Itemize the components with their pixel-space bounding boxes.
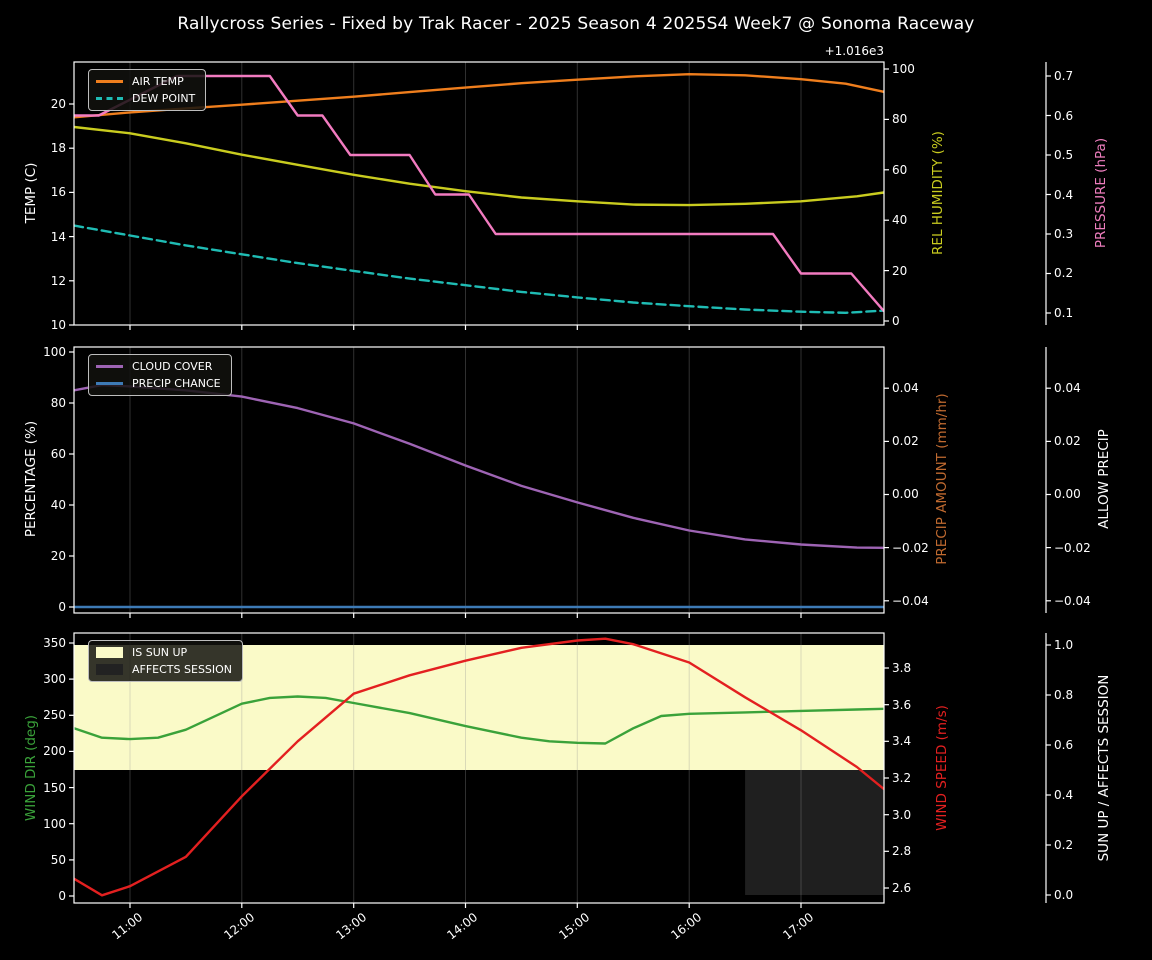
axis-title-sun-up: SUN UP / AFFECTS SESSION <box>1096 674 1112 862</box>
ytick-label: 0.04 <box>1054 381 1081 395</box>
sun-up-patch-swatch <box>96 647 123 658</box>
ytick-label: 0.1 <box>1054 306 1074 320</box>
ytick-label: 12 <box>50 274 66 288</box>
ytick-label: 60 <box>892 163 908 177</box>
ytick-label: 60 <box>50 447 66 461</box>
ytick-label: 100 <box>43 817 66 831</box>
ytick-label: 3.4 <box>892 734 912 748</box>
ytick-label: −0.02 <box>1054 541 1091 555</box>
axis-title-temp: TEMP (C) <box>23 162 39 224</box>
ytick-label: 0.04 <box>892 381 919 395</box>
series-air-temp <box>74 72 884 119</box>
ytick-label: 3.6 <box>892 698 912 712</box>
ytick-label: 100 <box>43 345 66 359</box>
ytick-label: 16 <box>50 185 66 199</box>
series-rel-humidity <box>74 125 884 207</box>
precip-chance-line-swatch <box>96 382 123 385</box>
ytick-label: 40 <box>50 498 66 512</box>
ytick-label: 250 <box>43 708 66 722</box>
legend-item-cloud-cover: CLOUD COVER <box>96 360 221 373</box>
ytick-label: 300 <box>43 672 66 686</box>
legend-item-dew-point: DEW POINT <box>96 92 195 105</box>
ytick-label: 80 <box>50 396 66 410</box>
band-affects-session <box>745 770 884 895</box>
axis-title-percentage: PERCENTAGE (%) <box>23 420 39 538</box>
ytick-label: 100 <box>892 62 915 76</box>
ytick-label: −0.04 <box>1054 594 1091 608</box>
ytick-label: 0 <box>58 889 66 903</box>
ytick-label: 18 <box>50 141 66 155</box>
ytick-label: 2.6 <box>892 881 912 895</box>
legend-item-affects-session: AFFECTS SESSION <box>96 663 232 676</box>
axis-title-wind-speed: WIND SPEED (m/s) <box>934 705 950 831</box>
legend-label: IS SUN UP <box>132 646 188 659</box>
legend-label: PRECIP CHANCE <box>132 377 221 390</box>
ytick-label: 2.8 <box>892 844 912 858</box>
chart-title: Rallycross Series - Fixed by Trak Racer … <box>177 14 975 34</box>
ytick-label: 0.7 <box>1054 69 1074 83</box>
ytick-label: 0.00 <box>892 487 919 501</box>
ytick-label: −0.02 <box>892 541 929 555</box>
ytick-label: 0.4 <box>1054 788 1074 802</box>
ytick-label: 14 <box>50 230 66 244</box>
ytick-label: 0.02 <box>892 434 919 448</box>
ytick-label: 0.4 <box>1054 188 1074 202</box>
legend-label: CLOUD COVER <box>132 360 213 373</box>
legend-label: DEW POINT <box>132 92 196 105</box>
ytick-label: 3.8 <box>892 661 912 675</box>
ytick-label: 0.6 <box>1054 738 1074 752</box>
ytick-label: 0.0 <box>1054 888 1074 902</box>
ytick-label: 40 <box>892 213 908 227</box>
legend-item-air-temp: AIR TEMP <box>96 75 195 88</box>
air-temp-line-swatch <box>96 80 123 83</box>
series-wind-dir <box>74 695 884 745</box>
ytick-label: 1.0 <box>1054 638 1074 652</box>
legend-label: AFFECTS SESSION <box>132 663 233 676</box>
ytick-label: 150 <box>43 781 66 795</box>
legend-item-is-sun-up: IS SUN UP <box>96 646 232 659</box>
ytick-label: 50 <box>50 853 66 867</box>
ytick-label: 350 <box>43 636 66 650</box>
panel-temperature-humidity-pressure <box>69 61 1051 330</box>
series-dew-point <box>74 224 884 314</box>
ytick-label: 0.00 <box>1054 487 1081 501</box>
legend-wind-panel: IS SUN UP AFFECTS SESSION <box>88 640 244 682</box>
ytick-label: 0.3 <box>1054 227 1074 241</box>
ytick-label: 0 <box>58 600 66 614</box>
axis-title-pressure: PRESSURE (hPa) <box>1093 137 1109 249</box>
cloud-cover-line-swatch <box>96 365 123 368</box>
ytick-label: 0 <box>892 314 900 328</box>
legend-cloud-panel: CLOUD COVER PRECIP CHANCE <box>88 354 232 396</box>
ytick-label: 10 <box>50 318 66 332</box>
ytick-label: 20 <box>50 97 66 111</box>
ytick-label: 0.8 <box>1054 688 1074 702</box>
ytick-label: −0.04 <box>892 594 929 608</box>
legend-item-precip-chance: PRECIP CHANCE <box>96 377 221 390</box>
ytick-label: 0.2 <box>1054 266 1074 280</box>
axis-title-allow-precip: ALLOW PRECIP <box>1096 429 1112 529</box>
affects-session-patch-swatch <box>96 664 123 675</box>
series-wind-speed <box>74 637 884 897</box>
ytick-label: 20 <box>892 264 908 278</box>
ytick-label: 0.2 <box>1054 838 1074 852</box>
ytick-label: 3.0 <box>892 808 912 822</box>
series-pressure <box>74 74 884 313</box>
ytick-label: 0.6 <box>1054 109 1074 123</box>
ytick-label: 3.2 <box>892 771 912 785</box>
axis-title-rel-humidity: REL HUMIDITY (%) <box>930 131 946 255</box>
dew-point-line-swatch <box>96 97 123 100</box>
legend-label: AIR TEMP <box>132 75 184 88</box>
ytick-label: 200 <box>43 744 66 758</box>
ytick-label: 0.5 <box>1054 148 1074 162</box>
series-cloud-cover <box>74 383 884 549</box>
legend-temp-panel: AIR TEMP DEW POINT <box>88 69 207 111</box>
axis-title-precip-amount: PRECIP AMOUNT (mm/hr) <box>934 393 950 565</box>
axis-title-wind-dir: WIND DIR (deg) <box>23 714 39 822</box>
ytick-label: 20 <box>50 549 66 563</box>
ytick-label: 80 <box>892 112 908 126</box>
ytick-label: 0.02 <box>1054 434 1081 448</box>
pressure-axis-offset: +1.016e3 <box>824 44 884 58</box>
